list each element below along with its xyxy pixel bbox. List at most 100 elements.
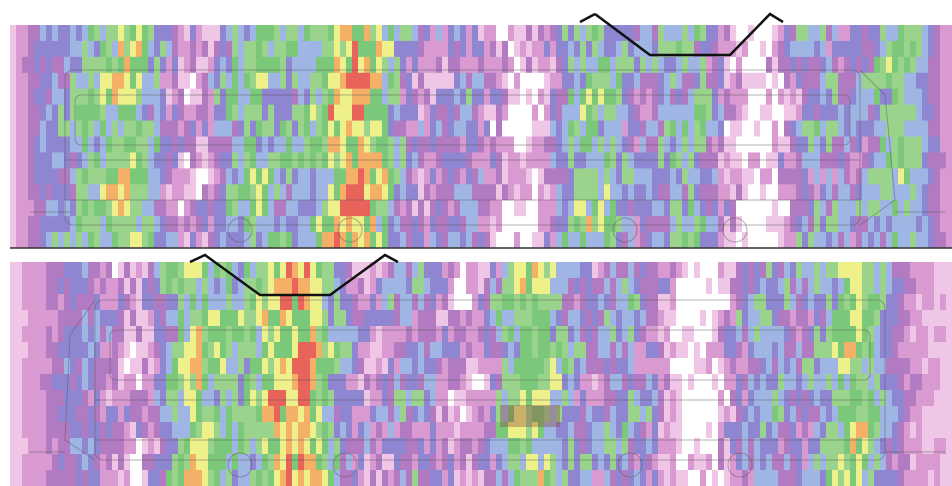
heat-cell [100,25,107,41]
heat-cell [886,73,893,89]
heat-cell [118,390,125,407]
heat-cell [262,342,269,359]
heat-cell [856,374,863,391]
heat-cell [184,41,191,57]
heat-cell [196,105,203,121]
heat-cell [292,184,299,200]
heat-cell [520,310,527,327]
heat-cell [268,390,275,407]
heat-cell [244,25,251,41]
heat-cell [130,200,137,216]
heat-cell [646,200,653,216]
heat-cell [112,422,119,439]
heat-cell [310,406,317,423]
heat-cell [760,358,767,375]
heat-cell [382,105,389,121]
heat-cell [796,89,803,105]
heat-cell [946,374,952,391]
heat-cell [862,374,869,391]
heat-cell [838,358,845,375]
heat-cell [796,41,803,57]
heat-cell [406,200,413,216]
heat-cell [202,41,209,57]
heat-cell [340,374,347,391]
heat-cell [538,262,545,279]
heat-cell [154,470,161,486]
heat-cell [34,168,41,184]
heat-cell [280,25,287,41]
heat-cell [388,470,395,486]
heat-cell [628,262,635,279]
heat-cell [82,232,89,248]
heat-cell [256,216,263,232]
heat-cell [64,310,71,327]
heat-cell [772,422,779,439]
heat-cell [472,168,479,184]
heat-cell [694,73,701,89]
heat-cell [418,326,425,343]
heat-cell [910,342,917,359]
heat-cell [358,25,365,41]
heat-cell [646,216,653,232]
heat-cell [310,278,317,295]
heat-cell [34,105,41,121]
heat-cell [766,470,773,486]
heat-cell [862,326,869,343]
heat-cell [100,374,107,391]
heat-cell [250,294,257,311]
heat-cell [808,232,815,248]
heat-cell [28,262,35,279]
heat-cell [244,200,251,216]
heat-cell [706,89,713,105]
heat-cell [694,294,701,311]
heat-cell [232,41,239,57]
heat-cell [184,216,191,232]
heat-cell [712,390,719,407]
heat-cell [58,342,65,359]
heat-cell [76,374,83,391]
heat-cell [874,454,881,471]
heat-cell [844,152,851,168]
heat-cell [790,310,797,327]
heat-cell [742,422,749,439]
heat-cell [304,294,311,311]
heat-cell [118,406,125,423]
heat-cell [256,232,263,248]
heat-cell [190,216,197,232]
heat-cell [106,152,113,168]
heat-cell [334,184,341,200]
heat-cell [214,294,221,311]
heat-cell [76,73,83,89]
heat-cell [142,294,149,311]
heat-cell [736,184,743,200]
heat-cell [268,73,275,89]
heat-cell [904,294,911,311]
heat-cell [718,168,725,184]
heat-cell [676,105,683,121]
heat-cell [574,152,581,168]
heat-cell [802,470,809,486]
heat-cell [220,152,227,168]
heat-cell [16,438,23,455]
heat-cell [52,326,59,343]
heat-cell [868,105,875,121]
heat-cell [58,168,65,184]
heat-cell [922,374,929,391]
heat-cell [598,73,605,89]
heat-cell [634,262,641,279]
heat-cell [694,470,701,486]
heat-cell [256,105,263,121]
heat-cell [838,326,845,343]
heat-cell [676,342,683,359]
heat-cell [790,326,797,343]
heatmaps [10,25,952,486]
heat-cell [838,216,845,232]
heat-cell [142,216,149,232]
heat-cell [274,184,281,200]
heat-cell [880,310,887,327]
heat-cell [304,422,311,439]
heat-cell [340,470,347,486]
heat-cell [46,454,53,471]
heat-cell [424,121,431,137]
heat-cell [526,73,533,89]
